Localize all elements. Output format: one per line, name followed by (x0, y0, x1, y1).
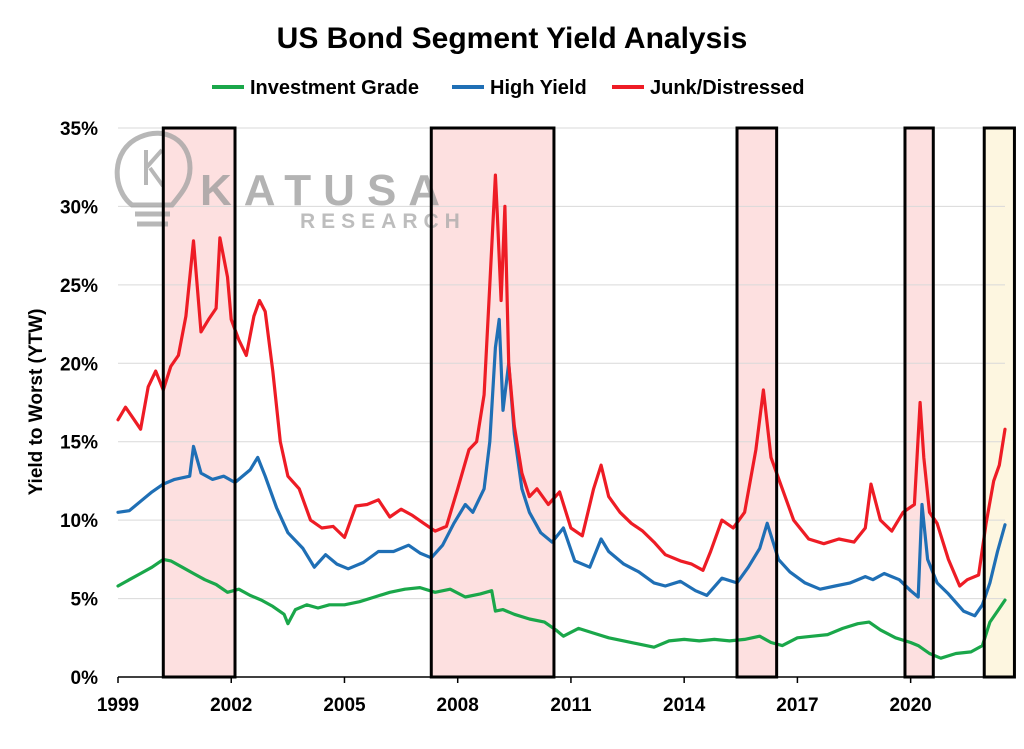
highlight-period-3 (737, 128, 777, 677)
legend-label-junk-distressed: Junk/Distressed (650, 77, 805, 99)
x-tick-label: 2008 (437, 695, 479, 716)
watermark-sub-text: RESEARCH (300, 210, 466, 233)
x-tick-label: 2011 (550, 695, 592, 716)
x-axis-ticks: 1999 2002 2005 2008 2011 2014 2017 2020 (97, 677, 932, 716)
legend-label-high-yield: High Yield (490, 77, 587, 99)
x-tick-label: 2020 (889, 695, 931, 716)
y-tick-label: 25% (60, 276, 98, 297)
highlight-period-5 (984, 128, 1015, 677)
y-tick-label: 30% (60, 197, 98, 218)
y-axis-ticks: 0% 5% 10% 15% 20% 25% 30% 35% (60, 119, 98, 689)
watermark-main-text: KATUSA (200, 166, 452, 215)
series-line-junk-distressed (116, 173, 1007, 588)
y-tick-label: 20% (60, 354, 98, 375)
y-tick-label: 35% (60, 119, 98, 140)
y-tick-label: 0% (71, 668, 99, 689)
series-line-high-yield (116, 317, 1007, 618)
gridlines (118, 127, 1005, 600)
x-tick-label: 2017 (776, 695, 818, 716)
highlight-period-1 (163, 128, 236, 677)
x-tick-label: 2005 (323, 695, 366, 716)
y-axis-label: Yield to Worst (YTW) (26, 309, 47, 496)
y-tick-label: 15% (60, 433, 98, 454)
katusa-research-watermark: KATUSA RESEARCH (114, 130, 466, 233)
x-tick-label: 2002 (210, 695, 252, 716)
series-line-investment-grade (116, 557, 1007, 660)
series-lines (116, 173, 1007, 660)
x-tick-label: 1999 (97, 695, 139, 716)
x-tick-label: 2014 (663, 695, 706, 716)
y-tick-label: 10% (60, 511, 98, 532)
y-tick-label: 5% (71, 590, 99, 611)
legend: Investment Grade High Yield Junk/Distresse… (212, 77, 805, 99)
legend-label-investment-grade: Investment Grade (250, 77, 419, 99)
chart-title: US Bond Segment Yield Analysis (277, 22, 748, 55)
